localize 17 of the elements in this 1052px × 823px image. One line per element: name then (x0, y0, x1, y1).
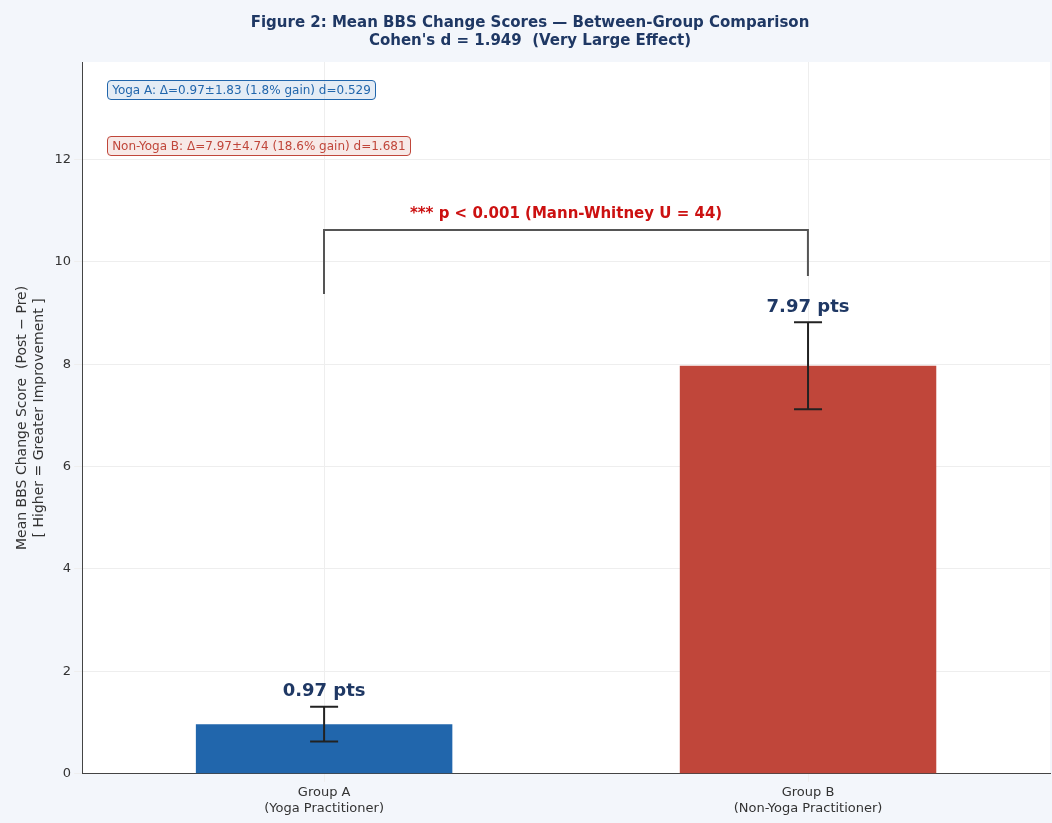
y-tick-label: 12 (54, 150, 72, 166)
y-tick-label: 0 (62, 765, 72, 781)
x-tick-label: Group A (Yoga Practitioner) (264, 783, 384, 815)
y-tick-label: 4 (62, 560, 72, 576)
annotation: Yoga A: Δ=0.97±1.83 (1.8% gain) d=0.529 (107, 80, 376, 100)
y-tick-label: 8 (62, 355, 72, 371)
y-tick-label: 2 (62, 662, 72, 678)
chart-title: Figure 2: Mean BBS Change Scores — Between-Group Comparison (250, 12, 810, 31)
data-label: 7.97 pts (766, 294, 850, 316)
x-tick-label: Group B (Non-Yoga Practitioner) (733, 783, 883, 815)
y-tick-label: 10 (54, 253, 72, 269)
chart-subtitle: Cohen's d = 1.949 (Very Large Effect) (368, 30, 692, 49)
y-tick-label: 6 (62, 457, 72, 473)
annotation: *** p < 0.001 (Mann-Whitney U = 44) (409, 204, 723, 222)
data-label: 0.97 pts (282, 679, 366, 701)
annotation: Non-Yoga B: Δ=7.97±4.74 (18.6% gain) d=1.681 (107, 136, 411, 156)
y-axis-title: Mean BBS Change Score (Post − Pre) [ Higher = Greater Improvement ] (13, 285, 46, 550)
